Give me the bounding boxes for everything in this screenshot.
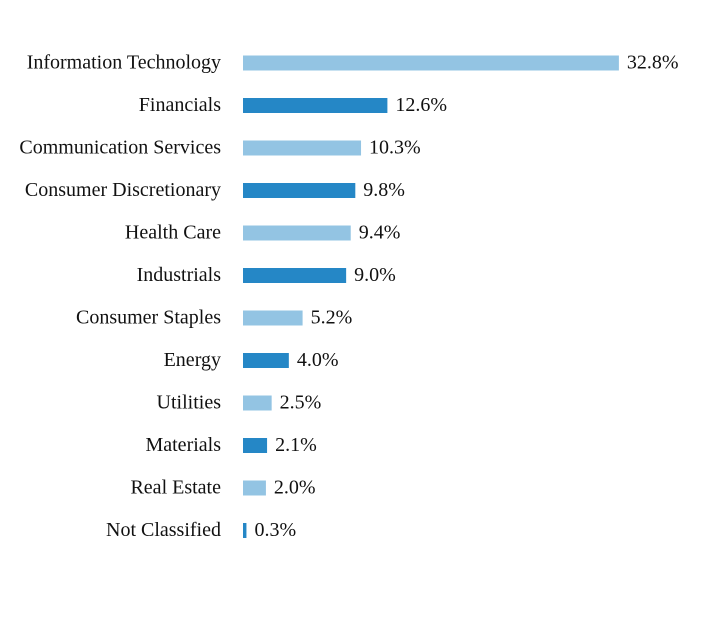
value-label: 5.2% (311, 307, 353, 329)
value-label: 32.8% (627, 52, 679, 74)
category-label: Consumer Discretionary (25, 179, 221, 201)
bar (243, 225, 351, 241)
category-label: Communication Services (19, 137, 221, 159)
bar (243, 183, 356, 198)
category-label: Materials (145, 434, 221, 456)
bar (243, 438, 268, 453)
bar (243, 480, 266, 496)
bar (243, 140, 362, 156)
bar (243, 98, 388, 113)
category-label: Not Classified (106, 519, 221, 541)
value-label: 2.1% (275, 434, 317, 456)
category-label: Real Estate (130, 477, 221, 499)
bar (243, 395, 272, 411)
value-label: 2.5% (280, 392, 322, 414)
value-label: 9.0% (354, 264, 396, 286)
value-label: 12.6% (395, 94, 447, 116)
bar (243, 310, 303, 326)
category-label: Information Technology (27, 52, 221, 74)
bar (243, 523, 247, 538)
value-label: 10.3% (369, 137, 421, 159)
value-label: 9.4% (359, 222, 401, 244)
value-label: 9.8% (363, 179, 405, 201)
category-label: Financials (139, 94, 221, 116)
value-label: 4.0% (297, 349, 339, 371)
category-label: Energy (164, 349, 221, 371)
category-label: Utilities (157, 392, 222, 414)
value-label: 2.0% (274, 477, 316, 499)
value-label: 0.3% (254, 519, 296, 541)
bar (243, 353, 289, 368)
bar (243, 268, 347, 283)
bar (243, 55, 619, 71)
category-label: Health Care (125, 222, 221, 244)
category-label: Consumer Staples (76, 307, 221, 329)
category-label: Industrials (137, 264, 222, 286)
